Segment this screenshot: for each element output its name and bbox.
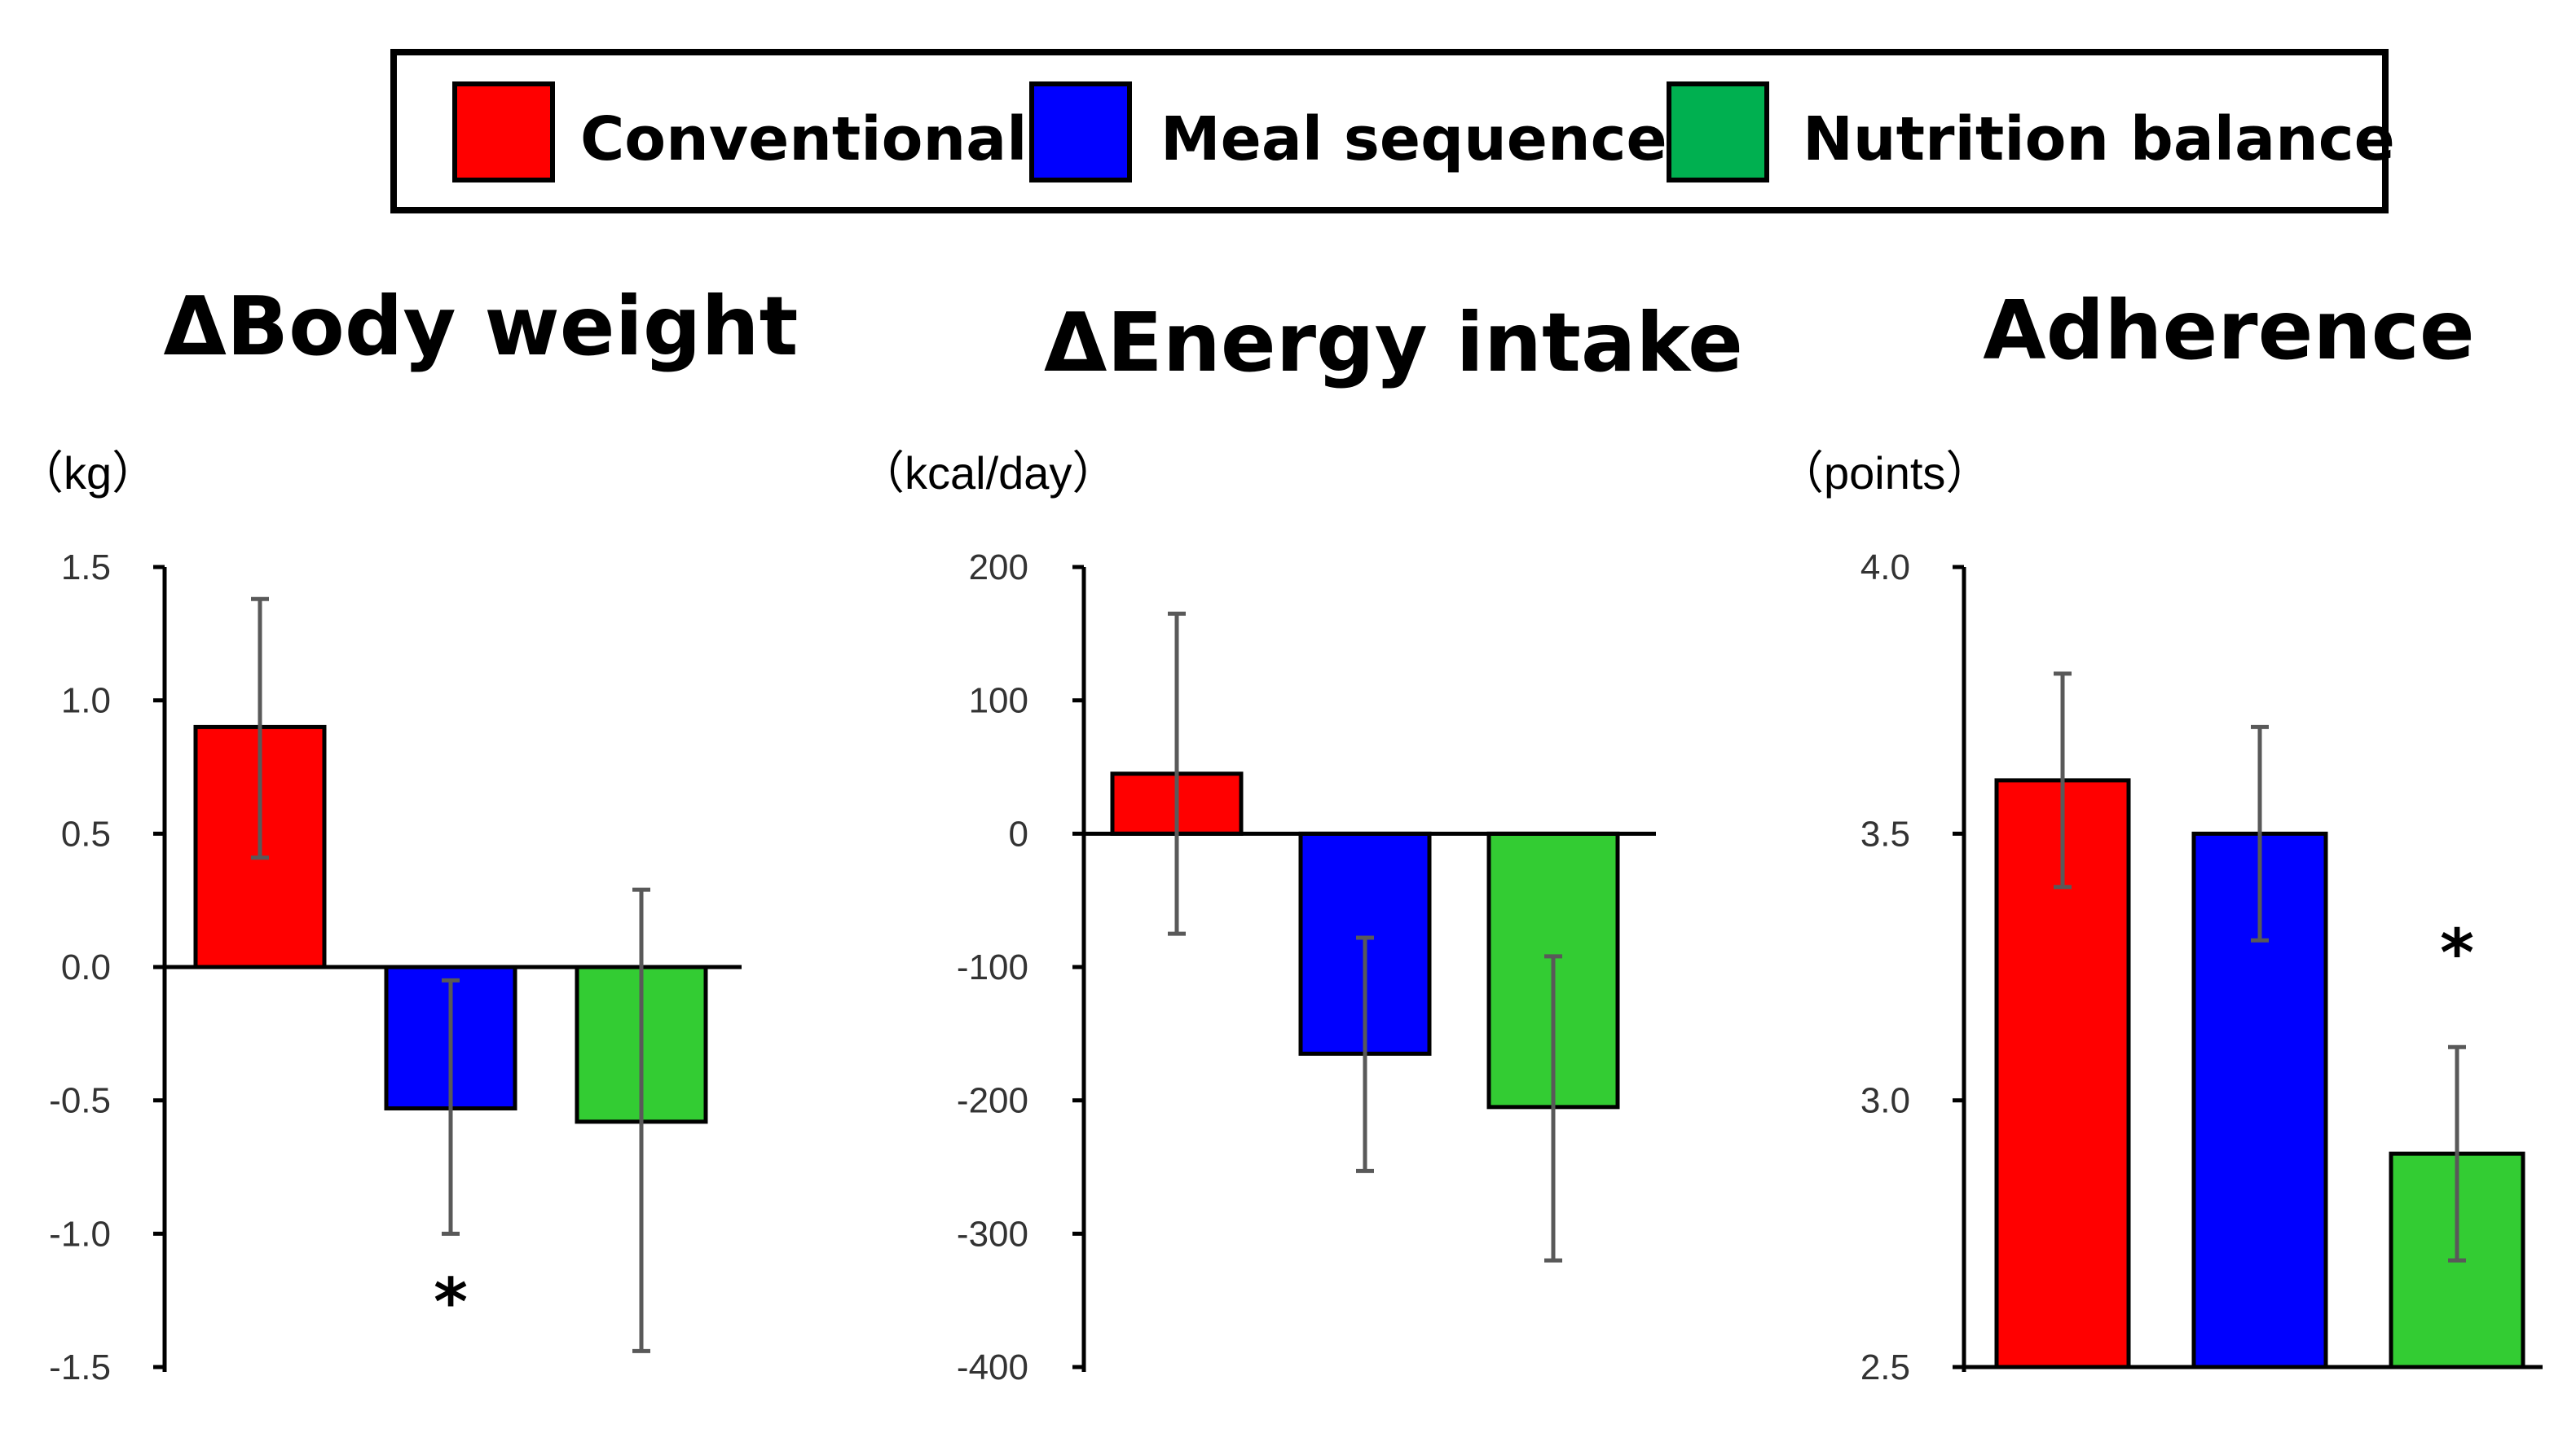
y-tick-label: -100 (957, 947, 1028, 987)
error-bar-meal-sequence (442, 978, 460, 1236)
y-tick-label: -1.0 (49, 1214, 111, 1254)
error-bar-conventional (251, 596, 269, 860)
y-tick-label: -400 (957, 1347, 1028, 1387)
panel-title: Adherence (1983, 283, 2474, 378)
legend-label-conventional: Conventional (580, 104, 1028, 174)
y-tick-label: 3.0 (1860, 1081, 1910, 1121)
y-axis-unit-label: （kg） (18, 447, 157, 499)
error-bar-nutrition-balance (632, 887, 650, 1353)
y-tick-label: -0.5 (49, 1081, 111, 1121)
y-tick-label: 0.0 (61, 947, 111, 987)
error-bar-conventional (1168, 611, 1186, 936)
y-tick-label: -200 (957, 1081, 1028, 1121)
panel-body-weight: ΔBody weight （kg） 1.5 1.0 0.5 0.0 -0.5 -1.0 -1.5… (18, 279, 798, 1387)
significance-asterisk: * (434, 1264, 468, 1340)
panel-title: ΔBody weight (164, 279, 799, 374)
y-tick-label: -1.5 (49, 1347, 111, 1387)
panel-adherence: Adherence （points） 4.0 3.5 3.0 2.5 * (1778, 283, 2543, 1387)
error-bar-conventional (2054, 671, 2072, 890)
y-axis-unit-label: （points） (1778, 447, 1991, 499)
y-axis-unit-label: （kcal/day） (859, 447, 1117, 499)
error-bar-meal-sequence (1356, 935, 1374, 1173)
panel-energy-intake: ΔEnergy intake （kcal/day） 200 100 0 -100 -200 -… (859, 295, 1743, 1387)
y-tick-label: -300 (957, 1214, 1028, 1254)
panel-title: ΔEnergy intake (1044, 295, 1743, 390)
legend-label-nutrition-balance: Nutrition balance (1803, 104, 2395, 174)
significance-asterisk: * (2440, 915, 2474, 991)
y-tick-label: 4.0 (1860, 547, 1910, 587)
legend-swatch-conventional (452, 81, 555, 182)
y-tick-label: 0.5 (61, 814, 111, 854)
y-tick-label: 1.0 (61, 681, 111, 721)
legend: Conventional Meal sequence Nutrition bal… (390, 49, 2395, 213)
y-tick-label: 2.5 (1860, 1347, 1910, 1387)
error-bar-meal-sequence (2251, 724, 2269, 943)
legend-swatch-meal-sequence (1029, 81, 1132, 182)
legend-swatch-nutrition-balance (1667, 81, 1769, 182)
legend-frame (390, 49, 2389, 213)
y-tick-label: 200 (969, 547, 1028, 587)
y-tick-label: 1.5 (61, 547, 111, 587)
legend-label-meal-sequence: Meal sequence (1160, 104, 1667, 174)
error-bar-nutrition-balance (2448, 1044, 2466, 1263)
error-bar-nutrition-balance (1544, 954, 1562, 1263)
y-tick-label: 100 (969, 681, 1028, 721)
y-tick-label: 3.5 (1860, 814, 1910, 854)
y-tick-label: 0 (1009, 814, 1028, 854)
